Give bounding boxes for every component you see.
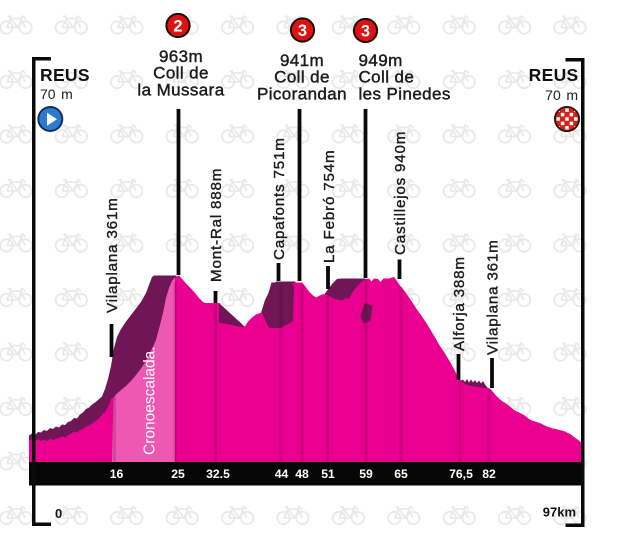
svg-text:0: 0	[55, 506, 62, 521]
svg-text:Coll de: Coll de	[359, 68, 415, 87]
svg-text:3: 3	[361, 23, 370, 41]
svg-text:REUS: REUS	[529, 65, 579, 85]
svg-text:Alforja 388m: Alforja 388m	[451, 256, 468, 351]
svg-text:la Mussara: la Mussara	[137, 81, 224, 100]
svg-text:Coll de: Coll de	[153, 64, 209, 83]
svg-text:70 m: 70 m	[545, 87, 578, 103]
svg-text:97km: 97km	[543, 505, 576, 520]
svg-text:963m: 963m	[159, 47, 203, 66]
svg-text:Vilaplana 361m: Vilaplana 361m	[104, 197, 121, 313]
svg-text:Coll de: Coll de	[274, 68, 330, 87]
svg-text:Cronoescalada.: Cronoescalada.	[142, 346, 159, 455]
svg-text:Capafonts 751m: Capafonts 751m	[271, 137, 288, 260]
svg-text:76,5: 76,5	[449, 467, 473, 481]
svg-text:La Febró 754m: La Febró 754m	[321, 150, 338, 263]
svg-text:Mont-Ral 888m: Mont-Ral 888m	[208, 168, 225, 282]
svg-text:65: 65	[394, 467, 408, 481]
svg-text:2: 2	[173, 18, 182, 36]
svg-text:44: 44	[275, 467, 289, 481]
svg-text:82: 82	[482, 467, 496, 481]
svg-text:les Pinedes: les Pinedes	[359, 85, 451, 104]
svg-text:Castillejos 940m: Castillejos 940m	[392, 131, 409, 255]
svg-text:48: 48	[295, 467, 309, 481]
svg-text:59: 59	[359, 467, 373, 481]
svg-text:949m: 949m	[359, 51, 403, 70]
svg-text:3: 3	[298, 22, 307, 40]
svg-text:32.5: 32.5	[206, 467, 230, 481]
svg-text:Picorandan: Picorandan	[257, 85, 347, 104]
svg-text:Vilaplana 361m: Vilaplana 361m	[485, 239, 502, 355]
svg-text:941m: 941m	[280, 51, 324, 70]
svg-text:16: 16	[110, 467, 124, 481]
svg-text:51: 51	[321, 467, 335, 481]
svg-text:25: 25	[171, 467, 185, 481]
svg-text:70 m: 70 m	[40, 86, 73, 102]
svg-text:REUS: REUS	[40, 65, 90, 85]
